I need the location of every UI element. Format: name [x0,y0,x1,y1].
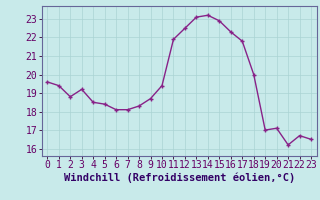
X-axis label: Windchill (Refroidissement éolien,°C): Windchill (Refroidissement éolien,°C) [64,173,295,183]
